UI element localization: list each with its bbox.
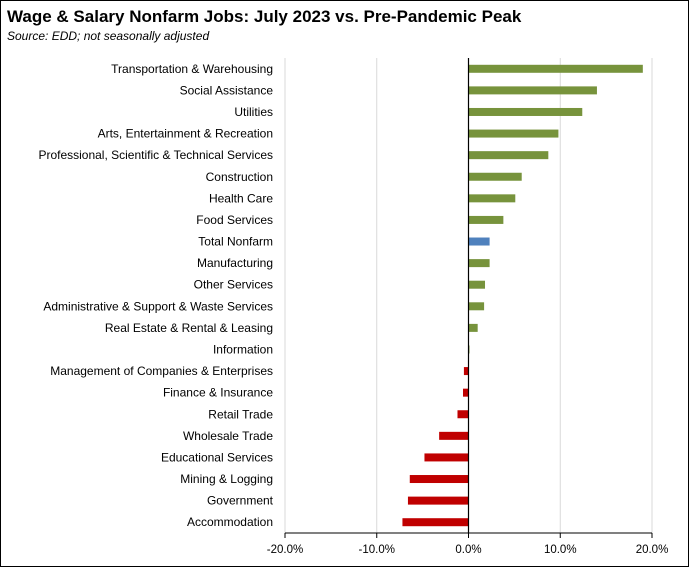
x-tick-label-1: -10.0% <box>359 544 395 556</box>
category-label-18: Wholesale Trade <box>183 429 273 443</box>
category-label-7: Health Care <box>209 191 273 205</box>
bar-19 <box>424 453 469 462</box>
bar-21 <box>407 496 469 505</box>
category-label-8: Food Services <box>196 213 273 227</box>
category-label-19: Educational Services <box>161 450 273 464</box>
bar-13 <box>468 323 478 332</box>
chart-subtitle: Source: EDD; not seasonally adjusted <box>7 29 210 43</box>
bar-6 <box>468 172 522 181</box>
category-label-4: Arts, Entertainment & Recreation <box>98 127 273 141</box>
category-label-2: Social Assistance <box>180 83 274 97</box>
category-label-15: Management of Companies & Enterprises <box>50 364 273 378</box>
bar-11 <box>468 280 486 289</box>
bar-9 <box>468 237 490 246</box>
bar-5 <box>468 151 549 160</box>
x-tick-label-4: 20.0% <box>636 544 669 556</box>
category-label-21: Government <box>207 494 274 508</box>
category-label-6: Construction <box>206 170 273 184</box>
bar-20 <box>409 475 469 484</box>
category-label-1: Transportation & Warehousing <box>111 62 273 76</box>
bar-4 <box>468 129 559 138</box>
x-tick-label-2: 0.0% <box>455 544 481 556</box>
category-label-10: Manufacturing <box>197 256 273 270</box>
bar-18 <box>439 431 469 440</box>
category-label-16: Finance & Insurance <box>163 386 273 400</box>
category-label-9: Total Nonfarm <box>198 235 273 249</box>
bar-7 <box>468 194 516 203</box>
bar-10 <box>468 259 490 268</box>
category-label-14: Information <box>213 342 273 356</box>
bar-8 <box>468 215 504 224</box>
bar-3 <box>468 107 583 116</box>
category-label-11: Other Services <box>194 278 273 292</box>
category-label-3: Utilities <box>234 105 273 119</box>
category-label-17: Retail Trade <box>208 407 273 421</box>
chart-title: Wage & Salary Nonfarm Jobs: July 2023 vs… <box>7 7 522 26</box>
x-tick-label-0: -20.0% <box>267 544 303 556</box>
bar-16 <box>462 388 469 397</box>
bar-17 <box>457 410 469 419</box>
category-label-22: Accommodation <box>187 515 273 529</box>
category-label-12: Administrative & Support & Waste Service… <box>43 299 273 313</box>
bar-15 <box>463 367 469 376</box>
bar-1 <box>468 64 643 73</box>
bar-2 <box>468 86 597 95</box>
bar-22 <box>402 518 469 527</box>
category-label-5: Professional, Scientific & Technical Ser… <box>38 148 273 162</box>
x-tick-label-3: 10.0% <box>544 544 577 556</box>
category-label-20: Mining & Logging <box>180 472 273 486</box>
bar-12 <box>468 302 485 311</box>
category-label-13: Real Estate & Rental & Leasing <box>105 321 273 335</box>
